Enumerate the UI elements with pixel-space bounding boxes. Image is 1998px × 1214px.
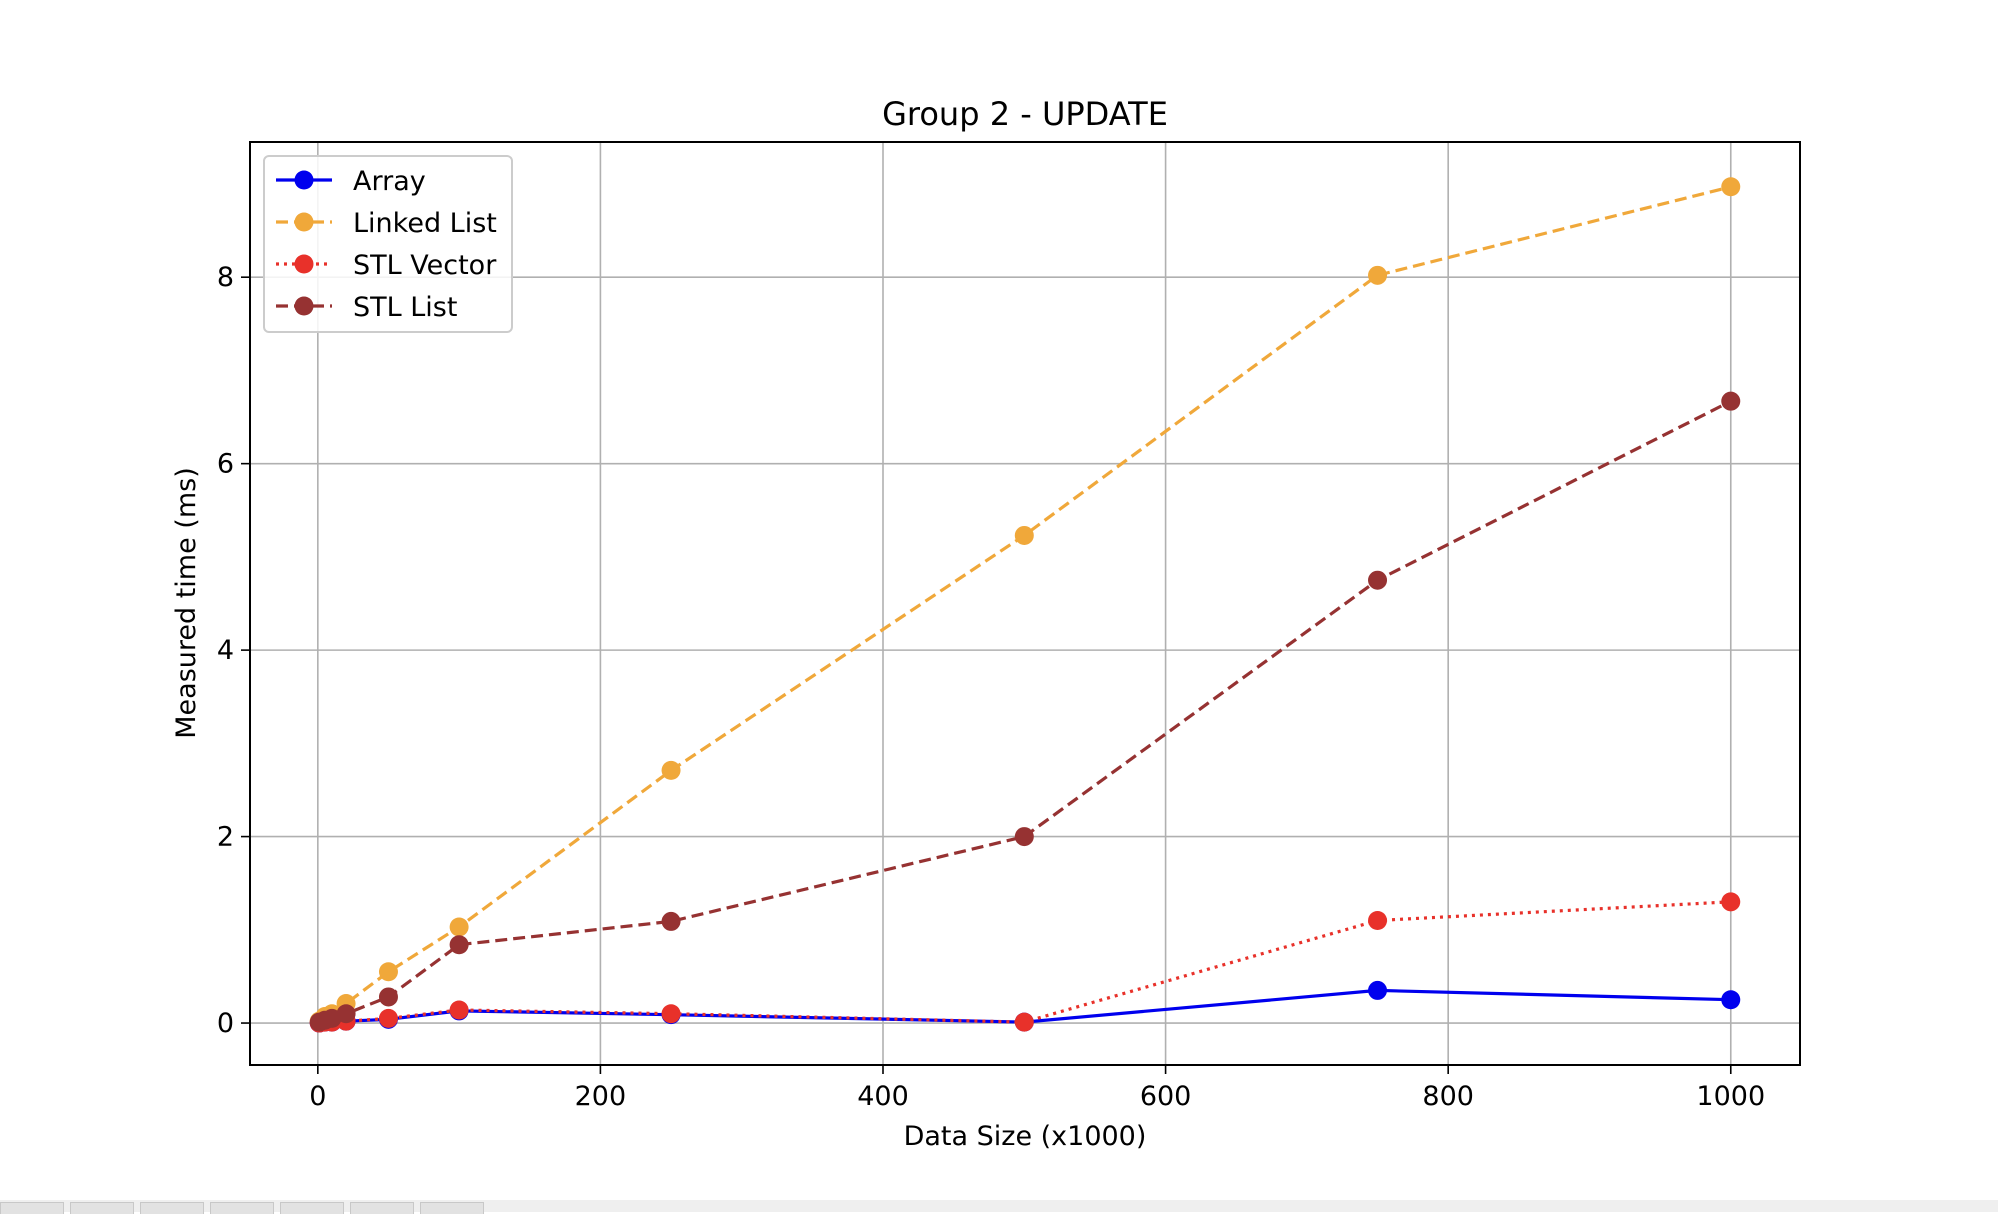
x-tick-label: 400	[857, 1081, 909, 1112]
legend-box	[263, 155, 513, 333]
legend-marker	[294, 212, 314, 232]
y-tick-label: 2	[217, 822, 234, 853]
x-tick-label: 800	[1422, 1081, 1474, 1112]
save-button[interactable]	[420, 1202, 484, 1214]
zoom-button[interactable]	[280, 1202, 344, 1214]
data-point-stl-list	[1014, 827, 1034, 847]
data-point-stl-list	[378, 987, 398, 1007]
x-tick-label: 0	[309, 1081, 326, 1112]
x-axis-label: Data Size (x1000)	[904, 1121, 1147, 1152]
data-point-stl-list	[336, 1004, 356, 1024]
axis-ticks: 0 200 400 600 800 1000 0 2 4 6 8	[217, 262, 1765, 1112]
data-point-stl-vector	[449, 1000, 469, 1020]
chart-title: Group 2 - UPDATE	[882, 95, 1168, 133]
data-point-stl-vector	[378, 1008, 398, 1028]
legend-label: Array	[353, 166, 426, 197]
data-point-stl-vector	[1721, 892, 1741, 912]
y-tick-label: 0	[217, 1008, 234, 1039]
data-point-array	[1368, 980, 1388, 1000]
pan-button[interactable]	[210, 1202, 274, 1214]
legend-item-linked-list: Linked List	[276, 208, 497, 239]
home-button[interactable]	[0, 1202, 64, 1214]
data-point-stl-list	[1368, 570, 1388, 590]
legend-items: Array Linked List STL Vector STL List	[276, 166, 497, 323]
data-point-array	[1721, 990, 1741, 1010]
data-point-stl-list	[1721, 391, 1741, 411]
plot-frame	[249, 141, 1801, 1066]
legend-item-stl-vector: STL Vector	[276, 250, 497, 281]
y-axis-label: Measured time (ms)	[171, 467, 202, 739]
data-point-stl-vector	[661, 1004, 681, 1024]
grid-lines	[250, 142, 1800, 1065]
figure-toolbar	[0, 1200, 1998, 1214]
data-point-linked-list	[1368, 265, 1388, 285]
x-tick-label: 600	[1140, 1081, 1192, 1112]
series-layer	[309, 177, 1741, 1033]
legend-label: Linked List	[353, 208, 497, 239]
legend-item-array: Array	[276, 166, 426, 197]
data-point-stl-list	[449, 935, 469, 955]
y-tick-label: 6	[217, 449, 234, 480]
configure-button[interactable]	[350, 1202, 414, 1214]
data-point-linked-list	[1721, 177, 1741, 197]
data-point-stl-vector	[1368, 910, 1388, 930]
back-button[interactable]	[70, 1202, 134, 1214]
forward-button[interactable]	[140, 1202, 204, 1214]
legend-item-stl-list: STL List	[276, 292, 457, 323]
y-tick-label: 4	[217, 635, 234, 666]
data-point-stl-vector	[1014, 1012, 1034, 1032]
legend: Array Linked List STL Vector STL List	[263, 155, 513, 333]
data-point-stl-list	[661, 911, 681, 931]
legend-marker	[294, 170, 314, 190]
data-point-linked-list	[378, 962, 398, 982]
data-point-linked-list	[1014, 525, 1034, 545]
legend-marker	[294, 296, 314, 316]
legend-label: STL Vector	[353, 250, 497, 281]
series-stl-list	[309, 391, 1741, 1032]
x-tick-label: 1000	[1696, 1081, 1765, 1112]
y-tick-label: 8	[217, 262, 234, 293]
x-tick-label: 200	[575, 1081, 627, 1112]
legend-label: STL List	[353, 292, 457, 323]
data-point-linked-list	[661, 760, 681, 780]
data-point-linked-list	[449, 917, 469, 937]
legend-marker	[294, 254, 314, 274]
